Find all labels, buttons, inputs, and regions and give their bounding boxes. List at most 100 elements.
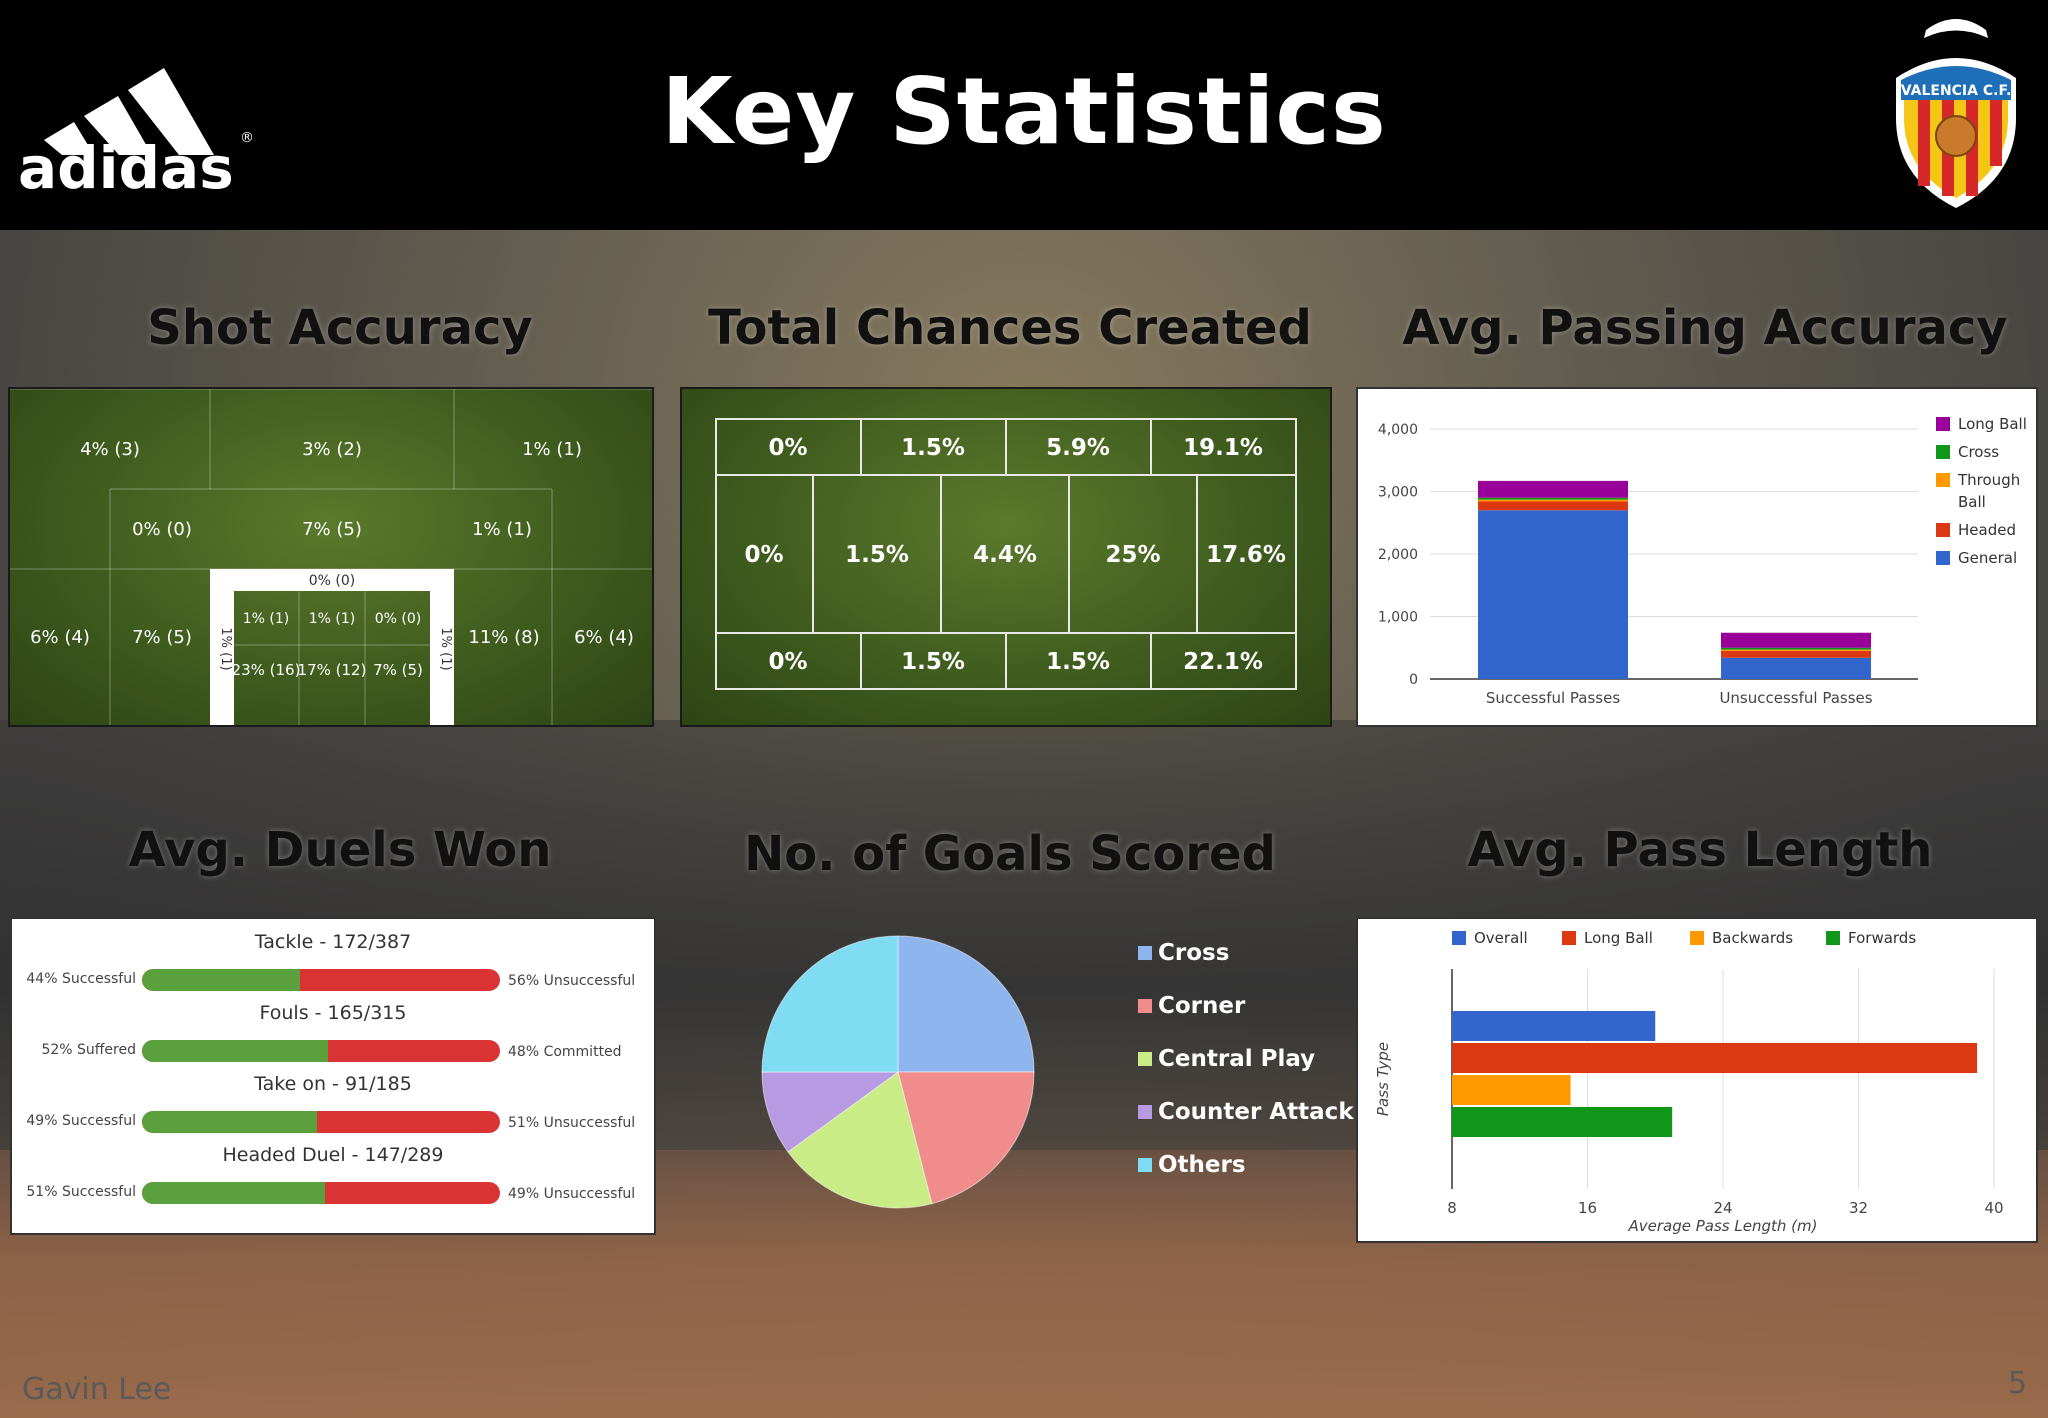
y-tick-label: 1,000 bbox=[1378, 610, 1418, 626]
legend-swatch bbox=[1452, 931, 1466, 945]
legend-label: Backwards bbox=[1712, 929, 1793, 947]
goal-side-left-label: 1% (1) bbox=[218, 627, 233, 670]
length-bar bbox=[1452, 1075, 1571, 1105]
duel-bar-fill bbox=[142, 1182, 325, 1204]
pie-slice bbox=[787, 1071, 933, 1209]
duel-bar-fill bbox=[142, 969, 300, 991]
goal-zone-label: 0% (0) bbox=[375, 611, 422, 627]
duel-bar bbox=[142, 1182, 500, 1204]
chances-chart: 0% 1.5% 5.9% 19.1% 0% 1.5% 4.4% 25% 17.6% 0% 1.5% 1… bbox=[715, 418, 1297, 690]
length-bar bbox=[1452, 1107, 1673, 1137]
duels-title: Avg. Duels Won bbox=[128, 822, 552, 878]
bar-segment bbox=[1478, 501, 1628, 511]
pass-length-title: Avg. Pass Length bbox=[1467, 822, 1933, 878]
chance-value: 1.5% bbox=[901, 435, 965, 461]
bar-segment bbox=[1478, 497, 1628, 500]
legend-label: Headed bbox=[1958, 521, 2016, 539]
legend-swatch bbox=[1936, 473, 1950, 487]
zone-label: 1% (1) bbox=[522, 439, 582, 460]
footer-author: Gavin Lee bbox=[22, 1372, 172, 1407]
duel-title: Tackle - 172/387 bbox=[254, 931, 412, 953]
goal-zone-label: 7% (5) bbox=[373, 661, 423, 679]
chances-panel: 0% 1.5% 5.9% 19.1% 0% 1.5% 4.4% 25% 17.6% 0% 1.5% 1… bbox=[680, 387, 1332, 727]
legend-swatch bbox=[1936, 417, 1950, 431]
x-tick-label: Successful Passes bbox=[1486, 689, 1621, 707]
passing-panel: 0 1,000 2,000 3,000 4,000 Successful Passes Un… bbox=[1356, 387, 2038, 727]
duel-right-label: 48% Committed bbox=[508, 1044, 622, 1060]
legend-swatch bbox=[1690, 931, 1704, 945]
chance-value: 5.9% bbox=[1046, 435, 1110, 461]
x-tick-label: 32 bbox=[1849, 1199, 1868, 1217]
goal-post-right bbox=[430, 569, 454, 725]
bar-segment bbox=[1478, 499, 1628, 502]
passing-title: Avg. Passing Accuracy bbox=[1402, 300, 2008, 356]
bar-segment bbox=[1721, 657, 1871, 679]
duel-left-label: 49% Successful bbox=[26, 1113, 136, 1129]
legend-label: Central Play bbox=[1158, 1046, 1315, 1072]
chance-value: 25% bbox=[1105, 542, 1160, 568]
duel-right-label: 49% Unsuccessful bbox=[508, 1186, 636, 1202]
pass-length-chart: 8 16 24 32 40 Overall Long Ball Backwards Forwar… bbox=[1374, 929, 2004, 1235]
zone-label: 7% (5) bbox=[132, 627, 192, 648]
x-axis-label: Average Pass Length (m) bbox=[1628, 1217, 1818, 1235]
bar-segment bbox=[1721, 650, 1871, 658]
y-tick-label: 2,000 bbox=[1378, 547, 1418, 563]
goals-title: No. of Goals Scored bbox=[744, 826, 1276, 882]
goal-top-label: 0% (0) bbox=[309, 573, 356, 589]
duel-left-label: 52% Suffered bbox=[41, 1042, 136, 1058]
legend-label: Long Ball bbox=[1584, 929, 1653, 947]
chance-value: 0% bbox=[768, 649, 807, 675]
chance-value: 1.5% bbox=[1046, 649, 1110, 675]
pie-slice bbox=[761, 935, 899, 1073]
duel-title: Take on - 91/185 bbox=[254, 1073, 412, 1095]
duel-title: Fouls - 165/315 bbox=[259, 1002, 407, 1024]
duel-bar-fill bbox=[142, 1040, 329, 1062]
pie-slice bbox=[761, 1071, 900, 1153]
duel-bar-fill bbox=[142, 1111, 318, 1133]
goals-panel: Cross Corner Central Play Counter Attack Oth… bbox=[740, 920, 1360, 1220]
zone-label: 3% (2) bbox=[302, 439, 362, 460]
y-tick-label: 3,000 bbox=[1378, 485, 1418, 501]
duel-title: Headed Duel - 147/289 bbox=[222, 1144, 444, 1166]
x-tick-label: Unsuccessful Passes bbox=[1719, 689, 1872, 707]
legend-swatch bbox=[1936, 445, 1950, 459]
y-axis-label: Pass Type bbox=[1374, 1042, 1392, 1116]
zone-label: 6% (4) bbox=[574, 627, 634, 648]
svg-text:®: ® bbox=[240, 130, 254, 146]
chance-value: 22.1% bbox=[1183, 649, 1263, 675]
legend-swatch bbox=[1138, 1158, 1152, 1172]
zone-label: 1% (1) bbox=[472, 519, 532, 540]
bar-segment bbox=[1721, 649, 1871, 651]
chances-title: Total Chances Created bbox=[708, 300, 1312, 356]
legend-label: General bbox=[1958, 549, 2017, 567]
goal-zone-label: 1% (1) bbox=[309, 611, 356, 627]
duel-left-label: 51% Successful bbox=[26, 1184, 136, 1200]
page-number: 5 bbox=[2008, 1366, 2028, 1401]
zone-label: 6% (4) bbox=[30, 627, 90, 648]
chance-value: 0% bbox=[768, 435, 807, 461]
goal-zone-label: 23% (16) bbox=[232, 661, 301, 679]
legend-label: Ball bbox=[1958, 493, 1986, 511]
goal-side-right-label: 1% (1) bbox=[438, 627, 453, 670]
legend-label: Others bbox=[1158, 1152, 1246, 1178]
valencia-crest: VALENCIA C.F. bbox=[1896, 19, 2016, 208]
x-tick-label: 40 bbox=[1984, 1199, 2003, 1217]
pie-slice bbox=[897, 1071, 1035, 1205]
legend-swatch bbox=[1138, 999, 1152, 1013]
chance-value: 1.5% bbox=[901, 649, 965, 675]
legend-label: Through bbox=[1957, 471, 2020, 489]
chance-value: 17.6% bbox=[1206, 542, 1286, 568]
goal-crossbar bbox=[210, 569, 454, 591]
passing-chart: 0 1,000 2,000 3,000 4,000 Successful Passes Un… bbox=[1378, 415, 2027, 707]
shot-accuracy-title: Shot Accuracy bbox=[147, 300, 533, 356]
chance-value: 4.4% bbox=[973, 542, 1037, 568]
goals-chart: Cross Corner Central Play Counter Attack Oth… bbox=[761, 935, 1354, 1209]
legend-swatch bbox=[1936, 523, 1950, 537]
chance-value: 1.5% bbox=[845, 542, 909, 568]
zone-label: 4% (3) bbox=[80, 439, 140, 460]
zone-label: 11% (8) bbox=[468, 627, 539, 648]
zone-label: 7% (5) bbox=[302, 519, 362, 540]
length-bar bbox=[1452, 1043, 1978, 1073]
goal-post-left bbox=[210, 569, 234, 725]
bar-segment bbox=[1478, 480, 1628, 498]
